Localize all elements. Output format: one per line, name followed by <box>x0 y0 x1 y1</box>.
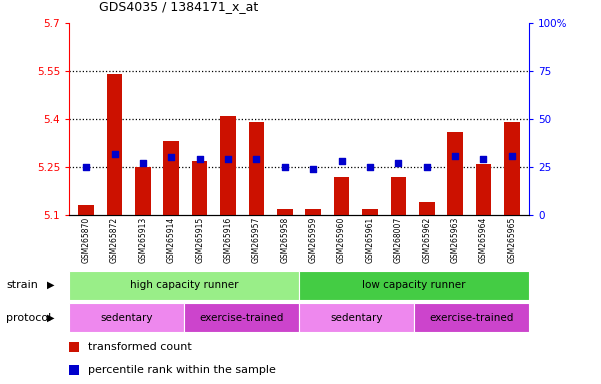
Text: low capacity runner: low capacity runner <box>362 280 466 290</box>
Text: strain: strain <box>6 280 38 290</box>
Text: transformed count: transformed count <box>88 342 191 352</box>
Point <box>365 164 375 170</box>
Bar <box>475 164 491 215</box>
Bar <box>220 116 236 215</box>
Bar <box>414 303 529 332</box>
Text: GDS4035 / 1384171_x_at: GDS4035 / 1384171_x_at <box>99 0 258 13</box>
Bar <box>107 74 123 215</box>
Bar <box>362 209 378 215</box>
Point <box>450 152 460 159</box>
Bar <box>504 122 520 215</box>
Text: sedentary: sedentary <box>100 313 153 323</box>
Bar <box>299 271 529 300</box>
Bar <box>419 202 435 215</box>
Bar <box>69 342 79 352</box>
Bar <box>391 177 406 215</box>
Point <box>252 156 261 162</box>
Point <box>81 164 91 170</box>
Point <box>195 156 204 162</box>
Text: protocol: protocol <box>6 313 51 323</box>
Text: high capacity runner: high capacity runner <box>130 280 239 290</box>
Bar <box>184 303 299 332</box>
Bar <box>69 303 184 332</box>
Text: ▶: ▶ <box>47 313 54 323</box>
Text: ▶: ▶ <box>47 280 54 290</box>
Point <box>308 166 318 172</box>
Point <box>394 160 403 166</box>
Bar <box>163 141 179 215</box>
Text: sedentary: sedentary <box>330 313 383 323</box>
Bar <box>249 122 264 215</box>
Bar <box>78 205 94 215</box>
Point <box>337 158 346 164</box>
Point <box>478 156 488 162</box>
Bar <box>135 167 151 215</box>
Bar <box>277 209 293 215</box>
Text: percentile rank within the sample: percentile rank within the sample <box>88 365 275 375</box>
Bar <box>192 161 207 215</box>
Point <box>422 164 432 170</box>
Point <box>507 152 517 159</box>
Bar <box>447 132 463 215</box>
Bar <box>69 271 299 300</box>
Text: exercise-trained: exercise-trained <box>429 313 514 323</box>
Point <box>110 151 120 157</box>
Bar <box>69 365 79 375</box>
Bar <box>334 177 349 215</box>
Text: exercise-trained: exercise-trained <box>200 313 284 323</box>
Bar <box>305 209 321 215</box>
Bar <box>299 303 414 332</box>
Point <box>280 164 290 170</box>
Point <box>223 156 233 162</box>
Point <box>166 154 176 161</box>
Point <box>138 160 148 166</box>
